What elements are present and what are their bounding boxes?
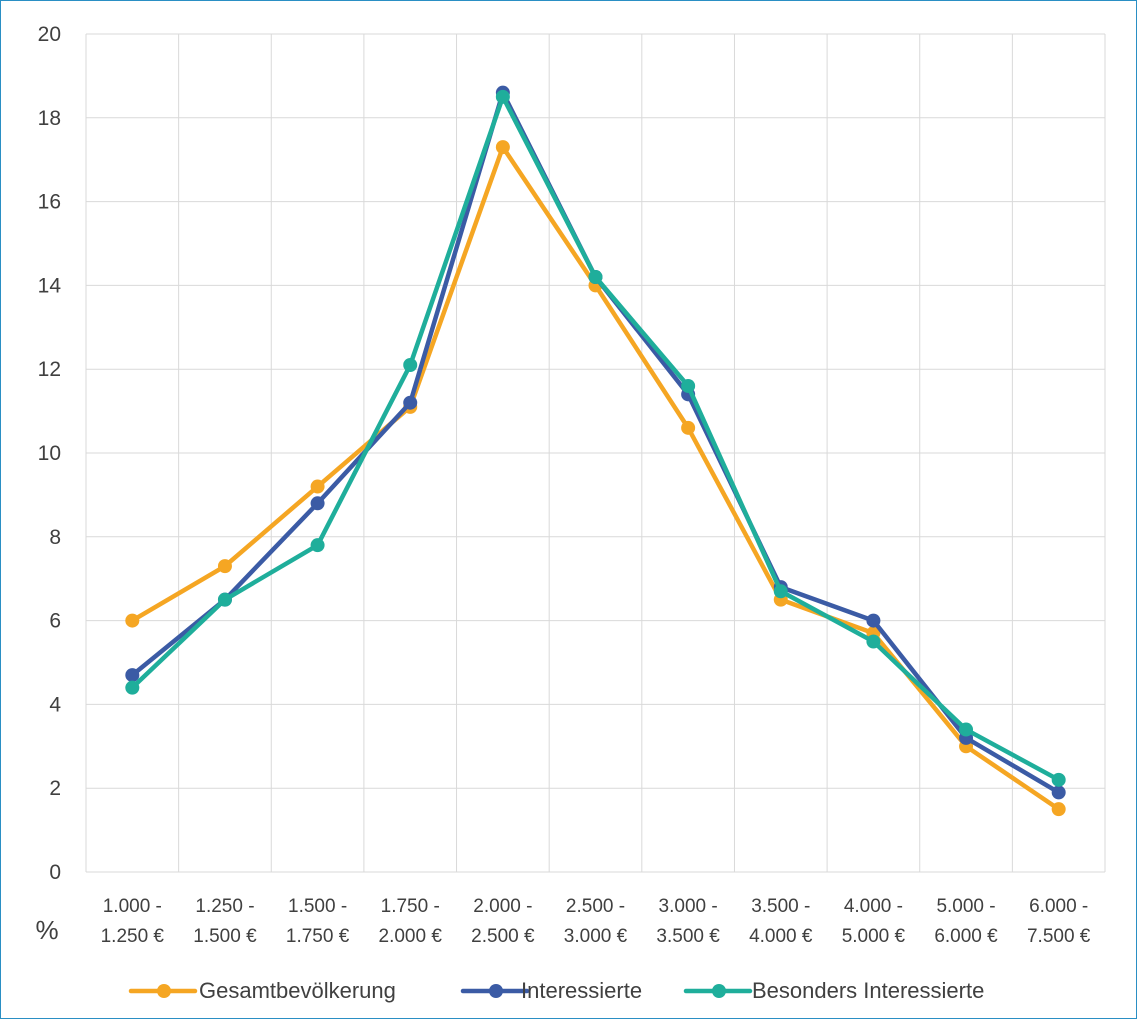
x-tick-label: 2.000 € — [379, 926, 443, 947]
x-tick-label: 2.500 € — [471, 926, 535, 947]
legend-swatch-marker — [489, 984, 503, 998]
y-tick-label: 4 — [49, 693, 61, 716]
x-tick-label: 1.000 - — [103, 896, 162, 917]
data-point — [310, 479, 325, 494]
y-tick-label: 10 — [38, 442, 61, 465]
x-tick-label: 3.000 - — [659, 896, 718, 917]
data-point — [310, 538, 325, 553]
x-tick-label: 1.500 - — [288, 896, 347, 917]
x-tick-label: 1.500 € — [193, 926, 257, 947]
y-axis: 0 2 4 6 8 10 12 14 16 18 20 — [38, 23, 62, 884]
legend: Gesamtbevölkerung Interessierte Besonders … — [128, 978, 984, 1003]
x-tick-label: 1.250 - — [195, 896, 254, 917]
data-point — [959, 722, 974, 737]
x-tick-label: 1.750 € — [286, 926, 350, 947]
data-point — [310, 496, 325, 511]
x-tick-label: 5.000 - — [936, 896, 995, 917]
data-point — [217, 559, 232, 574]
x-tick-label: 6.000 - — [1029, 896, 1088, 917]
x-tick-label: 3.500 - — [751, 896, 810, 917]
data-point — [773, 584, 788, 599]
x-tick-label: 5.000 € — [842, 926, 906, 947]
data-point — [403, 395, 418, 410]
x-tick-label: 2.000 - — [473, 896, 532, 917]
x-tick-label: 4.000 € — [749, 926, 813, 947]
y-tick-label: 12 — [38, 358, 61, 381]
data-point — [403, 358, 418, 373]
x-tick-label: 3.000 € — [564, 926, 628, 947]
y-tick-label: 18 — [38, 107, 61, 130]
series-lines — [125, 85, 1066, 817]
y-unit-label: % — [35, 915, 58, 945]
x-tick-label: 2.500 - — [566, 896, 625, 917]
data-point — [495, 89, 510, 104]
y-tick-label: 20 — [38, 23, 61, 46]
y-tick-label: 8 — [49, 526, 61, 549]
y-tick-label: 16 — [38, 191, 61, 214]
legend-swatch-marker — [712, 984, 726, 998]
data-point — [1051, 772, 1066, 787]
x-tick-label: 1.750 - — [381, 896, 440, 917]
data-point — [1051, 785, 1066, 800]
legend-label: Gesamtbevölkerung — [199, 978, 396, 1003]
data-point — [217, 592, 232, 607]
data-point — [588, 270, 603, 285]
legend-label: Besonders Interessierte — [752, 978, 984, 1003]
data-point — [681, 420, 696, 435]
data-point — [681, 378, 696, 393]
legend-swatch-marker — [157, 984, 171, 998]
y-tick-label: 2 — [49, 777, 61, 800]
data-point — [866, 634, 881, 649]
gridlines — [85, 33, 1106, 873]
y-tick-label: 6 — [49, 610, 61, 633]
x-tick-label: 4.000 - — [844, 896, 903, 917]
data-point — [125, 613, 140, 628]
data-point — [866, 613, 881, 628]
legend-label: Interessierte — [521, 978, 642, 1003]
x-tick-label: 3.500 € — [656, 926, 720, 947]
x-tick-label: 7.500 € — [1027, 926, 1091, 947]
data-point — [125, 668, 140, 683]
y-tick-label: 0 — [49, 861, 61, 884]
data-point — [1051, 802, 1066, 817]
x-tick-label: 6.000 € — [934, 926, 998, 947]
y-tick-label: 14 — [38, 274, 62, 297]
data-point — [125, 680, 140, 695]
x-axis: 1.000 - 1.250 € 1.250 - 1.500 € 1.500 - 1.750… — [101, 896, 1091, 947]
data-point — [495, 140, 510, 155]
x-tick-label: 1.250 € — [101, 926, 165, 947]
